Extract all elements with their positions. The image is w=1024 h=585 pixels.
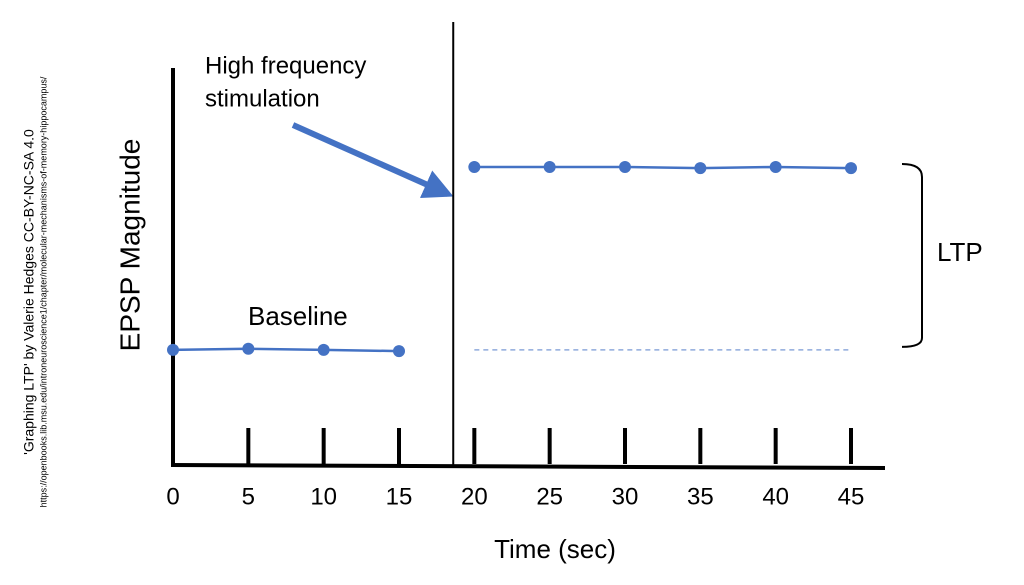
x-tick-label: 35: [687, 483, 714, 510]
point: [769, 160, 782, 173]
point: [619, 160, 631, 173]
x-tick-label: 30: [612, 483, 639, 510]
point: [167, 343, 179, 356]
x-tick-label: 45: [838, 483, 865, 510]
point: [393, 345, 405, 358]
point: [317, 343, 330, 356]
point: [468, 160, 481, 173]
y-axis-label: EPSP Magnitude: [114, 139, 145, 352]
annotation: Baseline: [248, 301, 348, 331]
annotation: High frequency: [205, 52, 366, 79]
point: [694, 162, 707, 175]
x-tick-label: 0: [166, 483, 179, 510]
credit: 'Graphing LTP' by Valerie Hedges CC-BY-N…: [21, 129, 37, 455]
credit-url: https://openbooks.lib.msu.edu/introneuro…: [38, 76, 48, 507]
point: [543, 160, 556, 173]
x-tick-label: 40: [762, 483, 789, 510]
point: [845, 162, 857, 175]
x-axis-label: Time (sec): [494, 534, 616, 564]
series-line: [474, 165, 852, 170]
annotation: stimulation: [205, 85, 320, 112]
x-tick-label: 20: [461, 483, 488, 510]
x-tick-label: 15: [386, 483, 413, 510]
x-tick-label: 25: [536, 483, 563, 510]
series-line: [172, 347, 400, 353]
x-tick-label: 10: [310, 483, 337, 510]
annotation: LTP: [937, 237, 983, 267]
arrow: [291, 122, 454, 198]
x-axis: [170, 463, 886, 470]
point: [242, 342, 255, 355]
x-tick-label: 5: [242, 483, 255, 510]
ltp-bracket: [901, 162, 923, 348]
